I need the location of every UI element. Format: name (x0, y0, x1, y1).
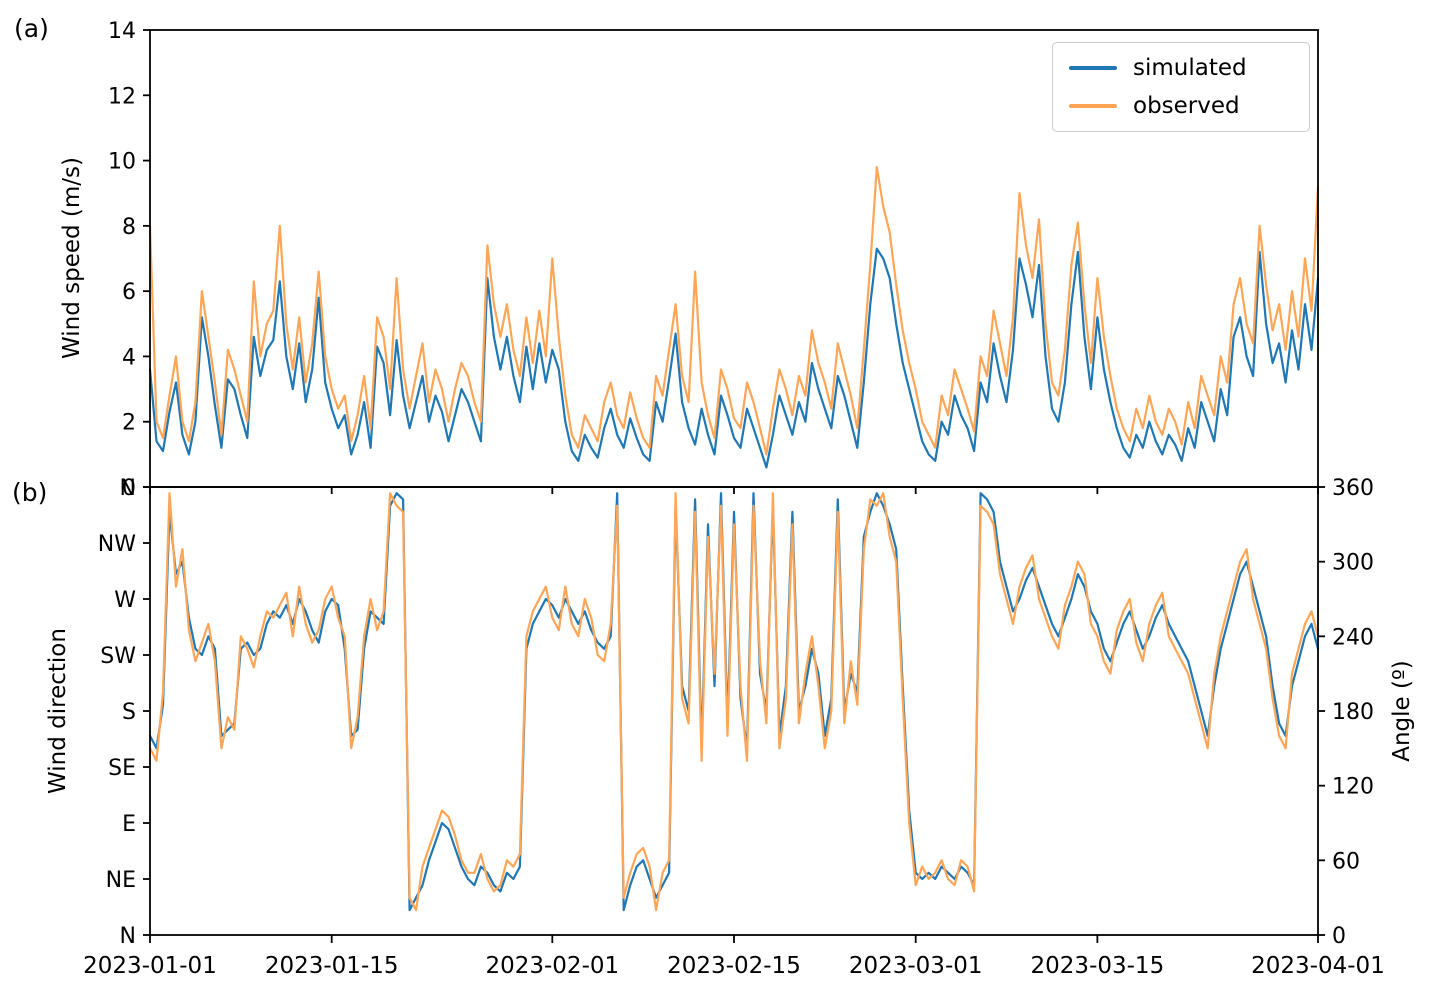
observed-line-swatch (1069, 104, 1117, 108)
panel-b-ytick-label: N (120, 476, 136, 501)
panel-b-right-ytick-label: 300 (1332, 551, 1374, 576)
panel-b-ytick-label: N (120, 924, 136, 949)
x-tick-label: 2023-02-01 (485, 953, 619, 979)
wind-direction-axis-label: Wind direction (45, 628, 71, 794)
panel-a-ytick-label: 0 (122, 476, 136, 501)
panel-b-label: (b) (12, 478, 48, 507)
x-tick-label: 2023-03-15 (1031, 953, 1165, 979)
panel-b-ytick-label: NW (98, 532, 136, 557)
series-observed-line-panel-b (148, 492, 1320, 912)
panel-b-ytick-label: E (122, 812, 136, 837)
panel-b-right-ytick-label: 180 (1332, 700, 1374, 725)
wind-speed-axis-label: Wind speed (m/s) (59, 157, 85, 359)
legend: simulated observed (1052, 42, 1310, 132)
panel-a-ytick-label: 8 (122, 215, 136, 240)
panel-b-right-ytick-label: 360 (1332, 476, 1374, 501)
panel-b-right-ytick-label: 240 (1332, 625, 1374, 650)
panel-b-right-ytick-label: 120 (1332, 775, 1374, 800)
panel-a-ytick-label: 4 (122, 345, 136, 370)
panel-b-ytick-label: S (122, 700, 136, 725)
x-tick-label: 2023-04-01 (1251, 953, 1385, 979)
panel-b-right-ytick-label: 0 (1332, 924, 1346, 949)
series-simulated-line-panel-a (148, 247, 1320, 469)
x-tick-label: 2023-01-15 (265, 953, 399, 979)
panel-b-right-ytick-label: 60 (1332, 849, 1360, 874)
panel-a-ytick-label: 10 (108, 150, 136, 175)
series-observed-line-panel-a (148, 166, 1320, 456)
panel-b-ytick-label: NE (106, 868, 136, 893)
legend-label-simulated: simulated (1133, 55, 1247, 81)
simulated-line-swatch (1069, 66, 1117, 70)
panel-a-ytick-label: 2 (122, 411, 136, 436)
panel-a-label: (a) (14, 14, 49, 43)
panel-b-ytick-label: SE (108, 756, 136, 781)
legend-entry-simulated: simulated (1069, 55, 1293, 81)
panel-b-ytick-label: W (114, 588, 136, 613)
legend-entry-observed: observed (1069, 93, 1293, 119)
panel-a-ytick-label: 6 (122, 280, 136, 305)
panel-b-ytick-label: SW (100, 644, 136, 669)
panel-a-ytick-label: 12 (108, 84, 136, 109)
legend-label-observed: observed (1133, 93, 1240, 119)
x-tick-label: 2023-02-15 (667, 953, 801, 979)
panel-a-ytick-label: 14 (108, 19, 136, 44)
x-tick-label: 2023-01-01 (83, 953, 217, 979)
x-tick-label: 2023-03-01 (849, 953, 983, 979)
angle-axis-label: Angle (º) (1389, 660, 1415, 762)
